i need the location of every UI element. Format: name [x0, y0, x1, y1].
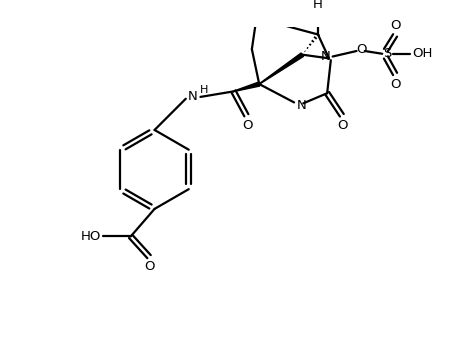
Polygon shape	[233, 82, 259, 92]
Polygon shape	[258, 53, 303, 84]
Text: O: O	[390, 19, 400, 32]
Text: O: O	[390, 78, 400, 90]
Text: N: N	[188, 90, 197, 103]
Text: N: N	[296, 99, 306, 112]
Text: N: N	[320, 50, 329, 63]
Text: O: O	[337, 119, 347, 132]
Text: O: O	[144, 260, 155, 273]
Text: OH: OH	[411, 47, 432, 60]
Text: H: H	[199, 85, 207, 95]
Text: H: H	[312, 0, 322, 11]
Text: O: O	[355, 43, 365, 56]
Text: S: S	[383, 47, 391, 60]
Text: HO: HO	[81, 230, 101, 243]
Text: O: O	[242, 119, 252, 132]
